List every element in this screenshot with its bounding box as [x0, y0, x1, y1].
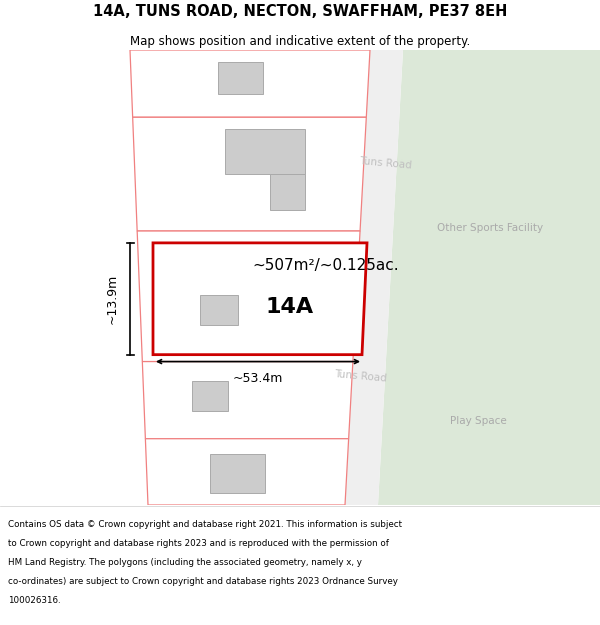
Polygon shape: [137, 231, 360, 362]
Text: ~13.9m: ~13.9m: [106, 274, 119, 324]
Text: Other Sports Facility: Other Sports Facility: [437, 223, 543, 233]
Polygon shape: [153, 243, 367, 354]
Text: HM Land Registry. The polygons (including the associated geometry, namely x, y: HM Land Registry. The polygons (includin…: [8, 558, 362, 567]
Polygon shape: [270, 174, 305, 210]
Text: 14A: 14A: [266, 297, 314, 317]
Polygon shape: [145, 439, 349, 505]
Polygon shape: [225, 129, 305, 174]
Polygon shape: [218, 62, 263, 94]
Polygon shape: [200, 295, 238, 325]
Polygon shape: [378, 50, 600, 505]
Text: 14A, TUNS ROAD, NECTON, SWAFFHAM, PE37 8EH: 14A, TUNS ROAD, NECTON, SWAFFHAM, PE37 8…: [93, 4, 507, 19]
Polygon shape: [192, 381, 228, 411]
Text: Contains OS data © Crown copyright and database right 2021. This information is : Contains OS data © Crown copyright and d…: [8, 520, 402, 529]
Text: ~53.4m: ~53.4m: [233, 372, 283, 385]
Polygon shape: [210, 454, 265, 493]
Text: Map shows position and indicative extent of the property.: Map shows position and indicative extent…: [130, 34, 470, 48]
Text: Tuns Road: Tuns Road: [334, 369, 388, 384]
Text: co-ordinates) are subject to Crown copyright and database rights 2023 Ordnance S: co-ordinates) are subject to Crown copyr…: [8, 577, 398, 586]
Polygon shape: [133, 118, 367, 231]
Polygon shape: [142, 362, 353, 439]
Text: ~507m²/~0.125ac.: ~507m²/~0.125ac.: [252, 258, 398, 273]
Text: to Crown copyright and database rights 2023 and is reproduced with the permissio: to Crown copyright and database rights 2…: [8, 539, 389, 548]
Polygon shape: [345, 50, 403, 505]
Text: 100026316.: 100026316.: [8, 596, 61, 605]
Text: Tuns Road: Tuns Road: [359, 156, 413, 171]
Polygon shape: [130, 50, 370, 118]
Text: Play Space: Play Space: [449, 416, 506, 426]
